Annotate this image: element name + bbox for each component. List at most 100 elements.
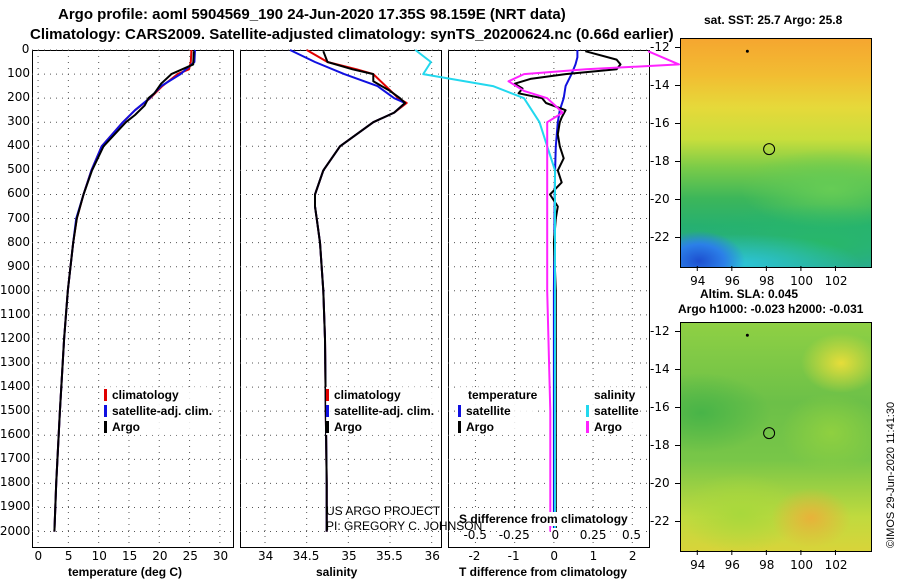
legend-label: climatology	[112, 388, 179, 402]
lat-tick-label: -16	[650, 115, 670, 130]
depth-tick-label: 1900	[0, 499, 31, 514]
legend-label: Argo	[112, 420, 140, 434]
legend-row-satellite: satellite-adj. clim.	[326, 403, 434, 419]
legend-heading-salinity: salinity	[586, 387, 639, 403]
depth-tick-label: 1000	[0, 282, 31, 297]
series-line-argo	[53, 51, 195, 532]
sla-map-title-2: Argo h1000: -0.023 h2000: -0.031	[678, 302, 864, 316]
legend-label: Argo	[466, 420, 494, 434]
x-tick-label: 20	[152, 549, 168, 563]
lat-tick-label: -12	[650, 39, 670, 54]
salinity-axis-label: salinity	[316, 565, 358, 579]
legend-row-climatology: climatology	[326, 387, 434, 403]
x-tick-label: 0	[34, 549, 43, 563]
x-tick-label-salinity: 0	[551, 528, 560, 542]
depth-tick-label: 700	[7, 210, 30, 225]
header-line-2: Climatology: CARS2009. Satellite-adjuste…	[30, 26, 674, 43]
s-difference-axis-label: S difference from climatology	[459, 512, 628, 526]
difference-panel	[448, 50, 650, 548]
legend-label: satellite-adj. clim.	[334, 404, 435, 418]
legend-row-argo: Argo	[458, 419, 537, 435]
lon-tick-label: 98	[759, 274, 775, 288]
legend-label: salinity	[594, 388, 636, 402]
lon-tick-label: 98	[759, 558, 775, 572]
x-tick-label: -2	[468, 549, 481, 563]
credit-line-1: US ARGO PROJECT	[326, 504, 441, 518]
series-line-argo	[314, 50, 406, 532]
x-tick-label: 35.5	[376, 549, 403, 563]
legend-swatch-red	[326, 389, 329, 401]
salinity-panel	[240, 50, 442, 548]
argo-position-marker	[763, 427, 776, 440]
legend-row-satellite: satellite	[586, 403, 639, 419]
argo-position-marker	[763, 143, 776, 156]
x-tick-label: 0	[550, 549, 559, 563]
difference-salinity-legend: salinity satellite Argo	[586, 387, 639, 435]
depth-tick-label: 1600	[0, 427, 31, 442]
x-tick-label: 25	[182, 549, 198, 563]
lon-tick-label: 102	[824, 274, 848, 288]
legend-swatch-blue	[458, 405, 461, 417]
depth-tick-label: 400	[7, 138, 30, 153]
depth-tick-label: 600	[7, 186, 30, 201]
depth-tick-label: 500	[7, 162, 30, 177]
sla-map	[680, 322, 872, 552]
x-tick-label: 35	[341, 549, 357, 563]
difference-axis-label: T difference from climatology	[459, 565, 628, 579]
series-line-salinity-argo	[507, 50, 680, 532]
previous-position-marker	[745, 333, 749, 337]
sst-map	[680, 38, 872, 268]
x-tick-label: 5	[64, 549, 73, 563]
temperature-panel	[32, 50, 234, 548]
depth-tick-label: 300	[7, 114, 30, 129]
x-tick-label: 1	[589, 549, 598, 563]
legend-swatch-black	[458, 421, 461, 433]
x-tick-label: -1	[507, 549, 520, 563]
depth-tick-label: 1200	[0, 330, 31, 345]
depth-tick-label: 800	[7, 234, 30, 249]
lon-tick-label: 94	[690, 558, 706, 572]
legend-row-argo: Argo	[586, 419, 639, 435]
x-tick-label: 2	[628, 549, 637, 563]
legend-swatch-magenta	[586, 421, 589, 433]
salinity-legend: climatology satellite-adj. clim. Argo	[326, 387, 435, 435]
x-tick-label-salinity: -0.5	[463, 528, 487, 542]
x-tick-label: 15	[121, 549, 138, 563]
x-tick-label: 34	[258, 549, 274, 563]
depth-tick-label: 1400	[0, 379, 31, 394]
depth-tick-label: 1700	[0, 451, 31, 466]
legend-label: temperature	[468, 388, 538, 402]
lat-tick-label: -14	[650, 77, 670, 92]
x-tick-label-salinity: 0.5	[621, 528, 642, 542]
lon-tick-label: 100	[790, 274, 813, 288]
legend-swatch-cyan	[586, 405, 589, 417]
depth-tick-label: 200	[7, 90, 30, 105]
depth-tick-label: 1100	[0, 306, 31, 321]
depth-tick-label: 1800	[0, 475, 31, 490]
lon-tick-label: 96	[724, 558, 740, 572]
lon-tick-label: 102	[824, 558, 848, 572]
watermark: ©IMOS 29-Jun-2020 11:41:30	[885, 401, 897, 548]
lat-tick-label: -20	[650, 475, 670, 490]
lat-tick-label: -20	[650, 191, 670, 206]
lat-tick-label: -22	[650, 513, 670, 528]
lon-tick-label: 100	[790, 558, 813, 572]
depth-tick-label: 0	[21, 42, 30, 56]
lat-tick-label: -22	[650, 229, 670, 244]
sla-map-title-1: Altim. SLA: 0.045	[700, 287, 799, 301]
legend-row-satellite: satellite-adj. clim.	[104, 403, 212, 419]
sst-map-title: sat. SST: 25.7 Argo: 25.8	[704, 13, 843, 27]
lon-tick-label: 96	[724, 274, 740, 288]
header-line-1: Argo profile: aoml 5904569_190 24-Jun-20…	[58, 6, 566, 23]
legend-label: satellite-adj. clim.	[112, 404, 213, 418]
lat-tick-label: -14	[650, 361, 670, 376]
x-tick-label-salinity: 0.25	[579, 528, 607, 542]
temperature-legend: climatology satellite-adj. clim. Argo	[104, 387, 213, 435]
x-tick-label: 36	[424, 549, 440, 563]
legend-row-argo: Argo	[326, 419, 434, 435]
previous-position-marker	[745, 49, 749, 53]
lat-tick-label: -12	[650, 323, 670, 338]
legend-swatch-blue	[326, 405, 329, 417]
legend-row-climatology: climatology	[104, 387, 212, 403]
